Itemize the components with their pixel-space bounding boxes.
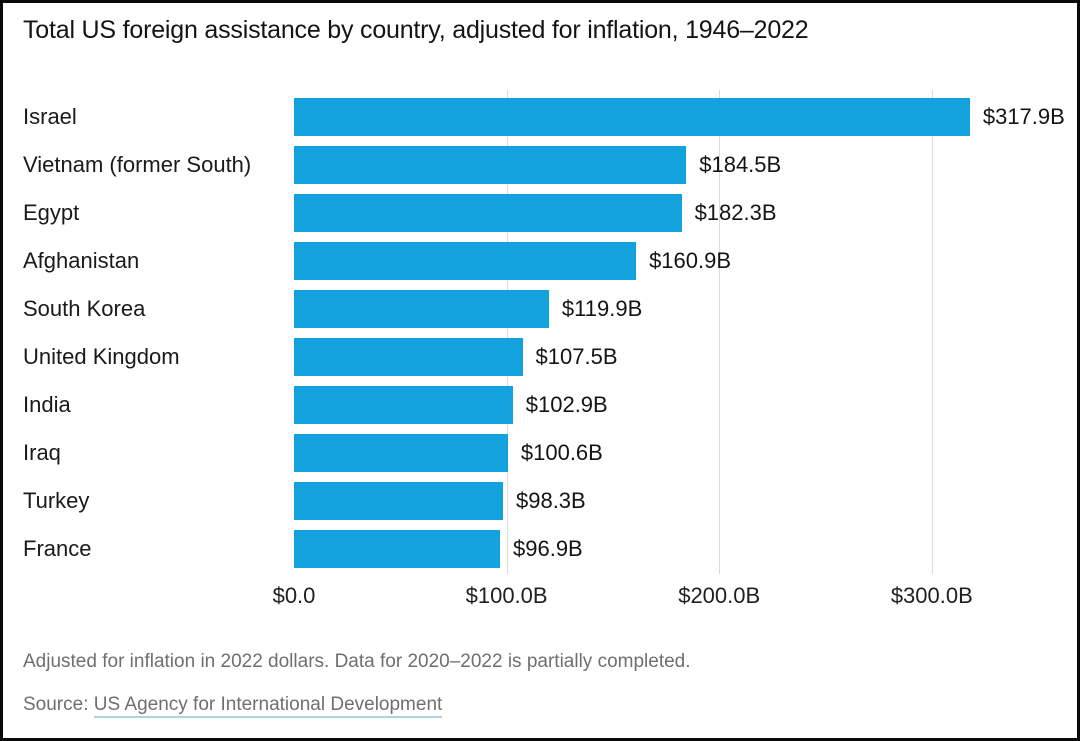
x-tick-label: $100.0B — [465, 583, 548, 608]
bar-area: $96.9B — [294, 525, 1059, 573]
bar-area: $184.5B — [294, 141, 1059, 189]
bar-row: France $96.9B — [23, 525, 1059, 573]
country-label: United Kingdom — [23, 344, 180, 369]
bar-rows: Israel $317.9B Vietnam (former South) $184.… — [23, 93, 1065, 573]
bar-area: $98.3B — [294, 477, 1059, 525]
bar-row: Egypt $182.3B — [23, 189, 1059, 237]
bar — [294, 146, 687, 184]
bar — [294, 386, 513, 424]
value-label: $119.9B — [561, 296, 643, 321]
bar-row: United Kingdom $107.5B — [23, 333, 1059, 381]
x-tick-label: $0.0 — [272, 583, 316, 608]
bar-row: Afghanistan $160.9B — [23, 237, 1059, 285]
bar — [294, 338, 523, 376]
country-label: South Korea — [23, 296, 146, 321]
value-label: $184.5B — [699, 152, 782, 177]
value-label: $102.9B — [525, 392, 608, 417]
country-label: Vietnam (former South) — [23, 152, 252, 177]
value-label: $96.9B — [513, 536, 583, 561]
bar-area: $100.6B — [294, 429, 1059, 477]
bar — [294, 98, 970, 136]
bar — [294, 242, 637, 280]
bar — [294, 482, 503, 520]
bar-row: Vietnam (former South) $184.5B — [23, 141, 1059, 189]
country-label: Turkey — [23, 488, 90, 513]
bar — [294, 530, 500, 568]
bar-area: $102.9B — [294, 381, 1059, 429]
bar-row: South Korea $119.9B — [23, 285, 1059, 333]
value-label: $160.9B — [649, 248, 732, 273]
x-tick-label: $300.0B — [890, 583, 973, 608]
country-label: Israel — [23, 104, 77, 129]
bar — [294, 290, 549, 328]
bar-row: India $102.9B — [23, 381, 1059, 429]
bar-row: Israel $317.9B — [23, 93, 1065, 141]
bar — [294, 194, 682, 232]
source-link[interactable]: US Agency for International Development — [93, 694, 443, 718]
bar-area: $182.3B — [294, 189, 1059, 237]
bar-area: $107.5B — [294, 333, 1059, 381]
x-tick-label: $200.0B — [678, 583, 761, 608]
country-label: Egypt — [23, 200, 80, 225]
value-label: $98.3B — [515, 488, 586, 513]
source-prefix: Source: — [23, 694, 94, 715]
country-label: Iraq — [23, 440, 61, 465]
x-axis: $0.0 $100.0B $200.0B $300.0B — [273, 573, 1059, 615]
value-label: $107.5B — [535, 344, 618, 369]
bar-chart: Israel $317.9B Vietnam (former South) $184.… — [23, 90, 1065, 615]
country-label: France — [23, 536, 92, 561]
chart-title: Total US foreign assistance by country, … — [23, 16, 809, 44]
value-label: $182.3B — [694, 200, 777, 225]
footnote: Adjusted for inflation in 2022 dollars. … — [23, 651, 691, 672]
bar-area: $119.9B — [294, 285, 1059, 333]
country-label: Afghanistan — [23, 248, 140, 273]
bar-row: Iraq $100.6B — [23, 429, 1059, 477]
bar-area: $317.9B — [294, 93, 1065, 141]
value-label: $317.9B — [982, 104, 1065, 129]
bar-area: $160.9B — [294, 237, 1059, 285]
country-label: India — [23, 392, 71, 417]
source-line: Source: US Agency for International Deve… — [23, 694, 443, 718]
bar — [294, 434, 508, 472]
value-label: $100.6B — [520, 440, 603, 465]
bar-row: Turkey $98.3B — [23, 477, 1059, 525]
